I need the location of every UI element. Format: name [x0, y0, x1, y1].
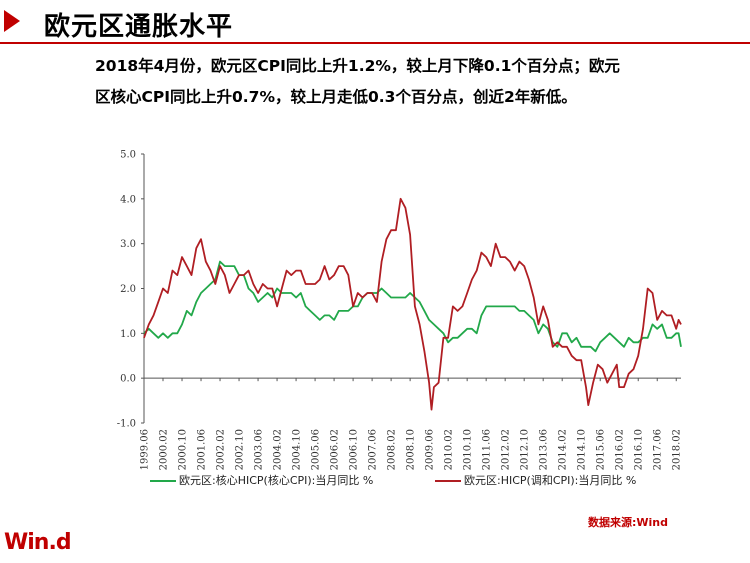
legend-swatch-core-hicp — [150, 480, 176, 482]
legend-label-core-hicp: 欧元区:核心HICP(核心CPI):当月同比 % — [179, 474, 374, 487]
data-source: 数据来源:Wind — [588, 516, 669, 529]
x-tick-label: 2011.06 — [482, 429, 493, 470]
legend: 欧元区:核心HICP(核心CPI):当月同比 % 欧元区:HICP(调和CPI)… — [150, 472, 750, 490]
y-tick-label: -1.0 — [117, 419, 136, 430]
x-tick-label: 2010.02 — [444, 429, 455, 470]
x-tick-label: 2009.06 — [425, 429, 436, 470]
x-tick-label: 2008.10 — [406, 429, 417, 470]
x-tick-label: 2016.10 — [634, 429, 645, 470]
page-title: 欧元区通胀水平 — [44, 12, 234, 42]
x-tick-label: 2014.10 — [577, 429, 588, 470]
x-tick-label: 2002.10 — [235, 429, 246, 470]
x-tick-label: 2006.10 — [349, 429, 360, 470]
title-arrow-icon — [4, 10, 20, 32]
x-tick-label: 2001.06 — [197, 429, 208, 470]
x-tick-label: 2007.06 — [368, 429, 379, 470]
x-tick-label: 2014.02 — [558, 429, 569, 470]
x-tick-label: 2013.06 — [539, 429, 550, 470]
x-tick-label: 2004.02 — [273, 429, 284, 470]
y-tick-label: 1.0 — [120, 329, 136, 340]
wind-logo: Win.d — [4, 530, 72, 555]
legend-item-hicp: 欧元区:HICP(调和CPI):当月同比 % — [435, 472, 636, 488]
title-divider — [0, 42, 750, 44]
series-line-hicp — [143, 197, 682, 411]
y-tick-label: 0.0 — [120, 374, 136, 385]
inflation-line-chart: 5.0 4.0 3.0 2.0 1.0 0.0 -1.0 1999.06 2000.02 200… — [117, 150, 683, 471]
description-line-2: 区核心CPI同比上升0.7%，较上月走低0.3个百分点，创近2年新低。 — [95, 88, 577, 106]
y-tick-label: 3.0 — [120, 239, 136, 250]
x-tick-label: 2017.06 — [653, 429, 664, 470]
title-bar: 欧元区通胀水平 — [0, 0, 750, 46]
x-tick-label: 2002.02 — [216, 429, 227, 470]
legend-item-core-hicp: 欧元区:核心HICP(核心CPI):当月同比 % — [150, 472, 373, 488]
x-tick-label: 2012.10 — [520, 429, 531, 470]
x-tick-label: 2003.06 — [254, 429, 265, 470]
x-tick-label: 2015.06 — [596, 429, 607, 470]
x-axis: 1999.06 2000.02 2000.10 2001.06 2002.02 2002.… — [140, 377, 683, 470]
x-tick-label: 2000.02 — [159, 429, 170, 470]
description: 2018年4月份，欧元区CPI同比上升1.2%，较上月下降0.1个百分点；欧元 … — [95, 51, 725, 113]
y-axis: 5.0 4.0 3.0 2.0 1.0 0.0 -1.0 — [117, 150, 145, 430]
x-tick-label: 2005.06 — [311, 429, 322, 470]
x-tick-label: 2018.02 — [672, 429, 683, 470]
x-tick-label: 2000.10 — [178, 429, 189, 470]
x-tick-label: 2010.10 — [463, 429, 474, 470]
x-tick-label: 2008.02 — [387, 429, 398, 470]
y-tick-label: 4.0 — [120, 194, 136, 205]
legend-label-hicp: 欧元区:HICP(调和CPI):当月同比 % — [464, 474, 637, 487]
y-tick-label: 5.0 — [120, 150, 136, 161]
x-tick-label: 2004.10 — [292, 429, 303, 470]
x-tick-label: 2012.02 — [501, 429, 512, 470]
x-tick-label: 2006.02 — [330, 429, 341, 470]
legend-swatch-hicp — [435, 480, 461, 482]
description-line-1: 2018年4月份，欧元区CPI同比上升1.2%，较上月下降0.1个百分点；欧元 — [95, 57, 620, 75]
x-tick-label: 1999.06 — [140, 429, 151, 470]
series-layer — [143, 197, 682, 411]
x-tick-label: 2016.02 — [615, 429, 626, 470]
y-tick-label: 2.0 — [120, 284, 136, 295]
